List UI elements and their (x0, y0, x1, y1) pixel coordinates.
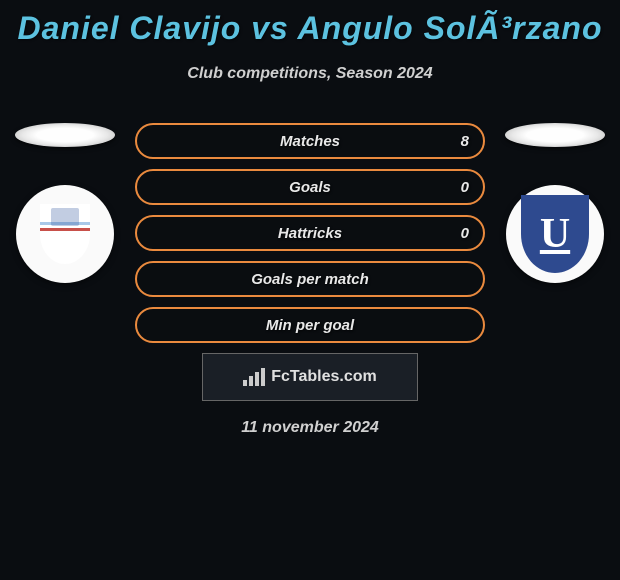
right-badge-letter: U (540, 210, 570, 258)
stat-label: Goals per match (251, 271, 369, 288)
stat-row-goals-per-match: Goals per match (135, 261, 485, 297)
stat-label: Min per goal (266, 317, 354, 334)
stat-label: Goals (289, 179, 331, 196)
right-badge-shield-icon: U (521, 195, 589, 273)
footer-date: 11 november 2024 (135, 419, 485, 437)
brand-text: FcTables.com (271, 368, 377, 386)
stat-row-min-per-goal: Min per goal (135, 307, 485, 343)
page-title: Daniel Clavijo vs Angulo SolÃ³rzano (0, 0, 620, 47)
left-player-column (10, 123, 120, 283)
stat-value: 0 (461, 225, 469, 242)
left-badge-shield-icon (40, 204, 90, 264)
left-badge-detail (51, 208, 79, 226)
brand-box: FcTables.com (202, 353, 418, 401)
right-club-badge: U (506, 185, 604, 283)
page-subtitle: Club competitions, Season 2024 (0, 65, 620, 83)
bar-chart-icon (243, 368, 265, 386)
right-ellipse-decoration (505, 123, 605, 147)
left-ellipse-decoration (15, 123, 115, 147)
comparison-content: Matches 8 Goals 0 Hattricks 0 Goals per … (0, 123, 620, 437)
right-player-column: U (500, 123, 610, 283)
stat-row-goals: Goals 0 (135, 169, 485, 205)
stat-label: Matches (280, 133, 340, 150)
left-club-badge (16, 185, 114, 283)
stat-value: 0 (461, 179, 469, 196)
stats-container: Matches 8 Goals 0 Hattricks 0 Goals per … (120, 123, 500, 437)
stat-value: 8 (461, 133, 469, 150)
stat-row-matches: Matches 8 (135, 123, 485, 159)
stat-row-hattricks: Hattricks 0 (135, 215, 485, 251)
stat-label: Hattricks (278, 225, 342, 242)
